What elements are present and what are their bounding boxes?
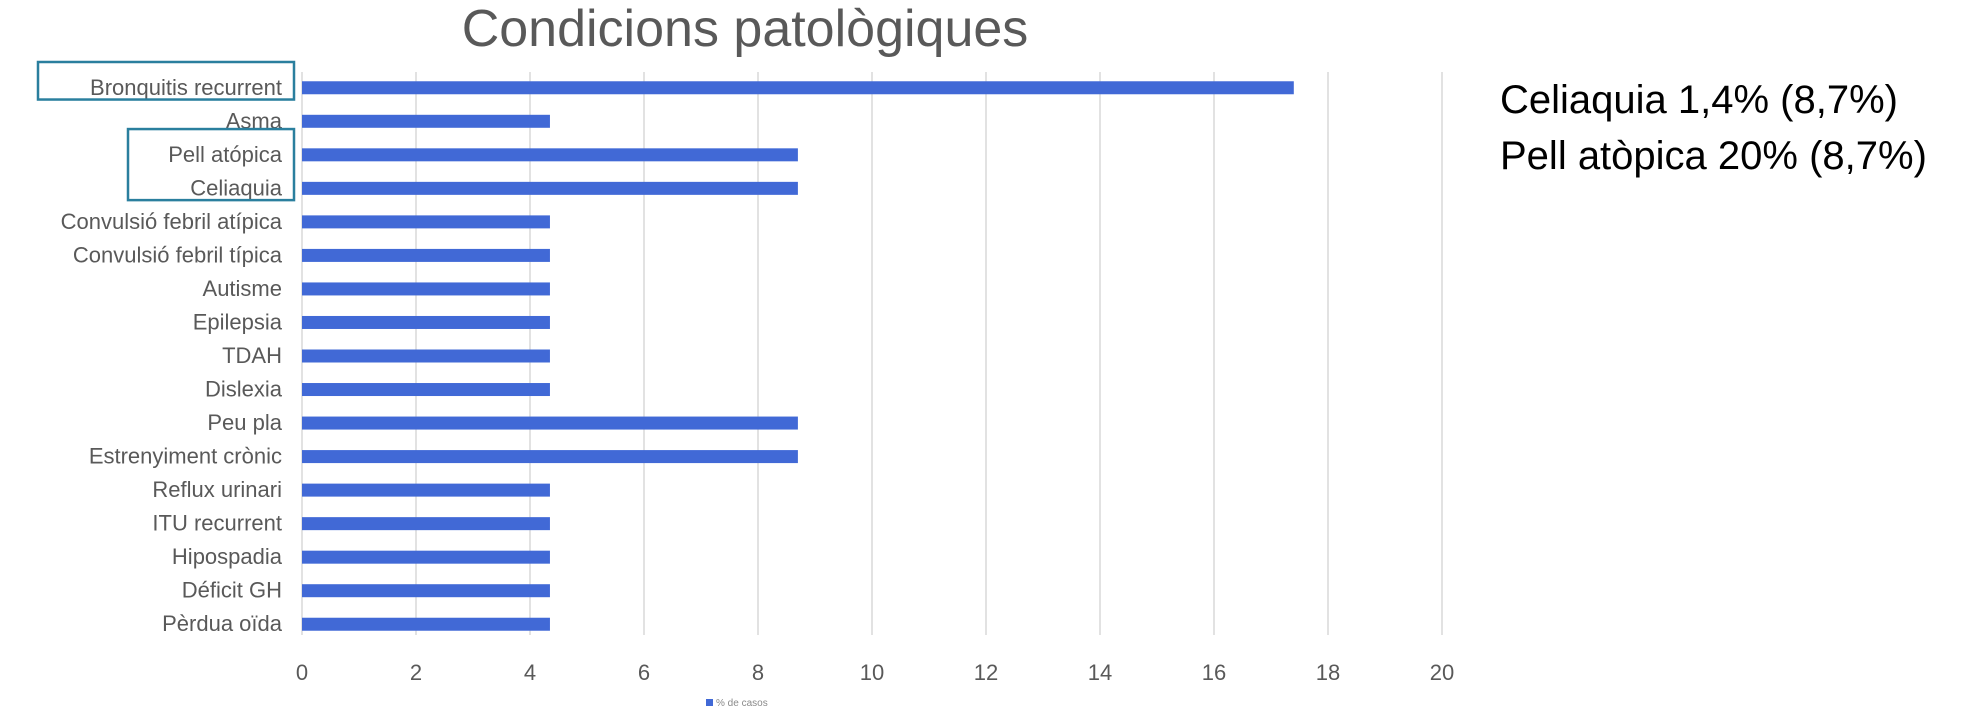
x-tick-label: 20: [1430, 660, 1454, 685]
bar: [302, 215, 550, 229]
category-label: Dislexia: [205, 377, 283, 402]
x-tick-label: 4: [524, 660, 536, 685]
x-tick-label: 10: [860, 660, 884, 685]
legend-label: % de casos: [716, 698, 768, 709]
category-label: Pell atópica: [168, 142, 283, 167]
x-tick-label: 6: [638, 660, 650, 685]
bar: [302, 450, 798, 464]
bar: [302, 181, 798, 195]
highlight-box: [126, 127, 296, 202]
category-label: Bronquitis recurrent: [90, 75, 282, 100]
legend-swatch: [706, 699, 713, 706]
bar: [302, 248, 550, 262]
category-label: Convulsió febril atípica: [61, 209, 283, 234]
bar: [302, 584, 550, 598]
category-label: Pèrdua oïda: [162, 611, 283, 636]
category-label: Reflux urinari: [152, 477, 282, 502]
legend: % de casos: [706, 698, 768, 709]
x-tick-label: 12: [974, 660, 998, 685]
x-tick-label: 14: [1088, 660, 1112, 685]
bar: [302, 383, 550, 397]
category-label: Celiaquia: [190, 175, 282, 200]
note-celiaquia: Celiaquia 1,4% (8,7%): [1500, 78, 1898, 122]
bar: [302, 483, 550, 497]
category-label: Hipospadia: [172, 544, 283, 569]
category-label: Estrenyiment crònic: [89, 444, 282, 469]
bar: [302, 517, 550, 531]
bar: [302, 114, 550, 128]
bar: [302, 550, 550, 564]
category-label: Epilepsia: [193, 309, 283, 334]
bar: [302, 81, 1294, 95]
bar: [302, 416, 798, 430]
bar: [302, 617, 550, 631]
x-tick-label: 2: [410, 660, 422, 685]
bar: [302, 282, 550, 296]
bar: [302, 349, 550, 363]
category-label: Autisme: [203, 276, 282, 301]
category-label: Déficit GH: [182, 578, 282, 603]
x-tick-label: 16: [1202, 660, 1226, 685]
chart-title: Condicions patològiques: [462, 0, 1029, 58]
highlight-box: [36, 60, 296, 101]
x-axis-tick-labels: 0 2 4 6 8 10 12 14 16 18 20: [296, 660, 1454, 685]
bar: [302, 148, 798, 162]
x-tick-label: 8: [752, 660, 764, 685]
x-tick-label: 0: [296, 660, 308, 685]
highlight-boxes: [36, 60, 296, 202]
category-label: Convulsió febril típica: [73, 242, 283, 267]
category-label: TDAH: [222, 343, 282, 368]
note-pell-atopica: Pell atòpica 20% (8,7%): [1500, 134, 1927, 178]
x-tick-label: 18: [1316, 660, 1340, 685]
category-label: Peu pla: [207, 410, 282, 435]
bars: [302, 81, 1294, 631]
bar: [302, 315, 550, 329]
category-label: ITU recurrent: [152, 511, 282, 536]
